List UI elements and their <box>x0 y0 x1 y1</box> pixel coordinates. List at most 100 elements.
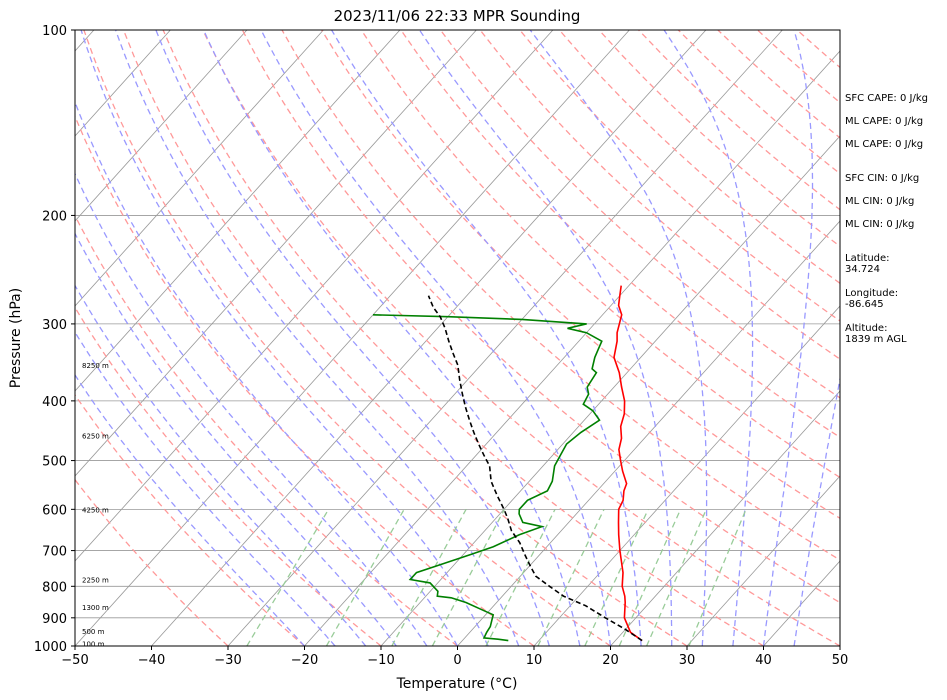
height-label: 2250 m <box>82 577 109 585</box>
y-tick-label: 300 <box>42 318 67 333</box>
x-axis-label: Temperature (°C) <box>396 676 518 692</box>
height-label: 8250 m <box>82 362 109 370</box>
chart-title: 2023/11/06 22:33 MPR Sounding <box>334 7 581 25</box>
isotherm <box>533 305 840 646</box>
isotherm <box>75 30 324 307</box>
moist-adiabat <box>75 284 367 646</box>
longitude-label: Longitude: <box>845 288 899 299</box>
dry-adiabat <box>75 114 535 646</box>
altitude-value: 1839 m AGL <box>845 334 907 345</box>
dry-adiabat <box>75 393 305 646</box>
x-tick-label: 30 <box>679 653 696 668</box>
isotherm <box>686 475 840 646</box>
y-tick-label: 100 <box>42 24 67 39</box>
x-tick-label: 10 <box>526 653 543 668</box>
longitude-value: -86.645 <box>845 299 884 310</box>
latitude-label: Latitude: <box>845 253 890 264</box>
x-tick-label: 20 <box>602 653 619 668</box>
y-tick-label: 200 <box>42 209 67 224</box>
isotherm <box>457 220 840 646</box>
dry-adiabat <box>75 306 382 646</box>
moist-adiabat <box>529 30 708 646</box>
x-tick-label: −50 <box>61 653 88 668</box>
sfc-cape-text: SFC CAPE: 0 J/kg <box>845 93 928 104</box>
dry-adiabat <box>75 478 229 646</box>
mixing-ratio-line <box>618 509 682 646</box>
data-series <box>372 285 643 642</box>
latitude-value: 34.724 <box>845 264 880 275</box>
dry-adiabat <box>75 214 458 646</box>
mixing-ratio-line <box>646 509 707 646</box>
dry-adiabat <box>202 30 840 646</box>
grid-lines <box>75 30 840 646</box>
ml-cape-text: ML CAPE: 0 J/kg <box>845 116 924 127</box>
height-label: 100 m <box>82 640 105 648</box>
isotherm <box>75 30 477 477</box>
y-tick-label: 1000 <box>34 640 67 655</box>
dry-adiabat <box>281 30 840 561</box>
height-label: 4250 m <box>82 506 109 514</box>
moist-adiabat <box>331 30 642 646</box>
x-tick-label: 50 <box>832 653 849 668</box>
plot-frame <box>74 29 841 647</box>
moist-adiabat <box>418 30 673 646</box>
x-tick-label: 40 <box>755 653 772 668</box>
height-label: 500 m <box>82 628 105 636</box>
isotherm <box>151 30 707 646</box>
sfc-cin-text: SFC CIN: 0 J/kg <box>845 173 920 184</box>
isotherm <box>227 30 783 646</box>
dry-adiabat <box>519 30 840 322</box>
mixing-ratio-line <box>325 509 405 646</box>
height-labels: 8250 m 6250 m 4250 m 2250 m 1300 m 500 m 100 m <box>82 362 109 648</box>
moist-adiabat <box>114 30 520 646</box>
isotherm <box>75 30 248 222</box>
mixing-ratio-line <box>584 509 649 646</box>
dewpoint-line <box>372 314 603 642</box>
mixing-ratio-line <box>391 509 467 646</box>
dry-adiabat <box>479 30 840 360</box>
isotherm <box>610 390 840 646</box>
x-axis-ticks: −50 −40 −30 −20 −10 0 10 20 30 40 50 <box>61 646 848 668</box>
moist-adiabat <box>75 232 397 646</box>
x-tick-label: −40 <box>138 653 165 668</box>
x-tick-label: −30 <box>214 653 241 668</box>
y-tick-label: 900 <box>42 612 67 627</box>
isotherm <box>75 30 630 646</box>
dry-adiabat <box>558 30 840 285</box>
ml-cin-text: ML CIN: 0 J/kg <box>845 196 915 207</box>
isotherm <box>380 135 840 646</box>
moist-adiabat <box>762 30 814 646</box>
y-tick-label: 400 <box>42 395 67 410</box>
y-tick-label: 500 <box>42 455 67 470</box>
x-tick-label: −20 <box>291 653 318 668</box>
dry-adiabat <box>162 30 764 646</box>
ml-cape-text-2: ML CAPE: 0 J/kg <box>845 139 924 150</box>
temperature-line <box>613 285 643 642</box>
mixing-ratio-line <box>485 509 556 646</box>
isotherm <box>75 30 401 392</box>
y-tick-label: 700 <box>42 545 67 560</box>
y-axis-ticks: 1000 900 800 700 600 500 400 300 200 100 <box>34 24 75 655</box>
dry-adiabat <box>83 30 611 646</box>
moist-adiabat <box>203 30 581 646</box>
isotherm <box>304 50 840 646</box>
mixing-ratio-line <box>246 509 330 646</box>
isotherm <box>75 30 171 137</box>
y-axis-label: Pressure (hPa) <box>8 288 24 388</box>
altitude-label: Altitude: <box>845 323 888 334</box>
moist-adiabat <box>155 30 550 646</box>
moist-adiabat <box>663 30 754 646</box>
dry-adiabat <box>241 30 840 604</box>
mixing-ratio-line <box>537 509 605 646</box>
x-tick-label: 0 <box>453 653 461 668</box>
moist-adiabat <box>75 172 428 646</box>
isotherm <box>75 30 554 562</box>
mixing-ratio-line <box>688 509 747 646</box>
dry-adiabat <box>321 30 840 520</box>
dry-adiabat <box>122 30 688 646</box>
x-tick-label: −10 <box>367 653 394 668</box>
moist-adiabat <box>75 100 459 646</box>
mixing-ratio-line <box>431 509 505 646</box>
y-tick-label: 600 <box>42 503 67 518</box>
